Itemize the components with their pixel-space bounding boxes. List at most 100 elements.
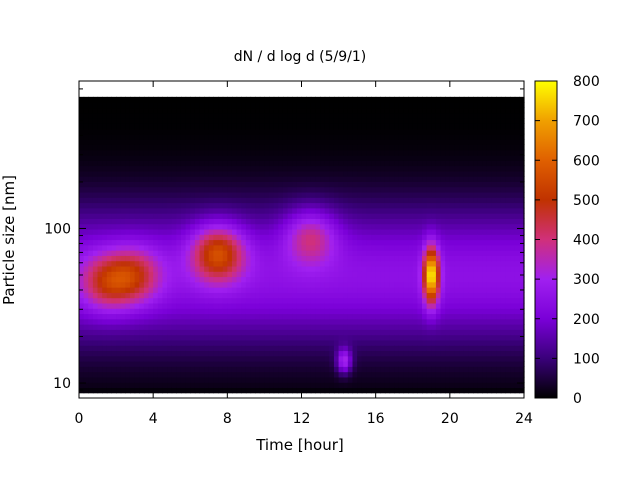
heatmap-cell <box>431 96 437 103</box>
heatmap-cell <box>218 123 224 130</box>
heatmap-cell <box>129 276 136 283</box>
heatmap-cell <box>282 297 289 304</box>
heatmap-cell <box>231 128 238 135</box>
heatmap-cell <box>102 170 108 177</box>
heatmap-cell <box>463 202 469 209</box>
heatmap-cell <box>79 102 85 109</box>
heatmap-cell <box>306 376 312 383</box>
heatmap-cell <box>384 292 391 299</box>
heatmap-cell <box>403 376 409 383</box>
heatmap-cell <box>287 154 293 161</box>
heatmap-cell <box>97 170 103 177</box>
heatmap-cell <box>143 382 150 389</box>
heatmap-cell <box>139 371 145 378</box>
heatmap-cell <box>125 139 131 145</box>
heatmap-cell <box>264 302 270 309</box>
heatmap-cell <box>394 244 400 251</box>
heatmap-cell <box>125 144 131 151</box>
heatmap-cell <box>88 287 94 293</box>
heatmap-cell <box>301 133 307 140</box>
heatmap-cell <box>213 255 219 262</box>
heatmap-cell <box>213 191 219 198</box>
heatmap-cell <box>148 355 154 362</box>
heatmap-cell <box>431 366 437 373</box>
heatmap-cell <box>310 228 317 235</box>
heatmap-cell <box>426 202 432 209</box>
heatmap-cell <box>176 260 182 267</box>
heatmap-cell <box>292 202 298 209</box>
heatmap-cell <box>380 361 386 367</box>
heatmap-cell <box>459 202 465 209</box>
heatmap-cell <box>102 102 108 109</box>
heatmap-cell <box>125 186 131 193</box>
heatmap-cell <box>97 255 103 262</box>
heatmap-cell <box>454 271 460 278</box>
heatmap-cell <box>445 112 451 119</box>
heatmap-cell <box>97 382 103 389</box>
heatmap-cell <box>79 371 85 378</box>
heatmap-cell <box>241 202 247 209</box>
heatmap-cell <box>366 244 372 251</box>
heatmap-cell <box>310 218 317 225</box>
heatmap-cell <box>473 133 479 140</box>
heatmap-cell <box>380 318 386 325</box>
heatmap-cell <box>310 234 317 241</box>
heatmap-cell <box>333 154 340 161</box>
heatmap-cell <box>366 276 372 283</box>
heatmap-cell <box>88 218 94 225</box>
heatmap-cell <box>143 355 150 362</box>
heatmap-cell <box>199 149 205 156</box>
heatmap-cell <box>83 139 89 145</box>
heatmap-cell <box>333 181 340 188</box>
heatmap-cell <box>426 355 432 362</box>
heatmap-cell <box>282 165 289 172</box>
heatmap-cell <box>292 366 298 373</box>
heatmap-cell <box>324 202 330 209</box>
heatmap-cell <box>324 255 330 262</box>
heatmap-cell <box>83 128 89 135</box>
heatmap-cell <box>426 387 432 394</box>
heatmap-cell <box>125 176 131 182</box>
heatmap-cell <box>106 350 113 357</box>
heatmap-cell <box>162 181 168 188</box>
heatmap-cell <box>231 345 238 352</box>
heatmap-cell <box>347 223 354 230</box>
heatmap-cell <box>338 376 344 383</box>
heatmap-cell <box>468 133 474 140</box>
heatmap-cell <box>241 339 247 346</box>
heatmap-cell <box>435 223 442 230</box>
heatmap-cell <box>190 239 196 246</box>
heatmap-cell <box>329 149 335 156</box>
heatmap-cell <box>185 292 191 299</box>
heatmap-cell <box>102 361 108 367</box>
heatmap-cell <box>92 297 99 304</box>
heatmap-cell <box>83 382 89 389</box>
heatmap-cell <box>449 133 456 140</box>
heatmap-cell <box>106 371 113 378</box>
heatmap-cell <box>431 128 437 135</box>
heatmap-cell <box>222 297 228 304</box>
heatmap-cell <box>473 239 479 246</box>
heatmap-cell <box>292 128 298 135</box>
heatmap-cell <box>408 165 414 172</box>
heatmap-cell <box>296 382 303 389</box>
heatmap-cell <box>463 281 469 288</box>
heatmap-cell <box>185 170 191 177</box>
heatmap-cell <box>190 250 196 256</box>
heatmap-cell <box>361 313 367 320</box>
heatmap-cell <box>231 329 238 336</box>
heatmap-cell <box>449 366 456 373</box>
heatmap-cell <box>324 339 330 346</box>
heatmap-cell <box>116 181 122 188</box>
heatmap-cell <box>417 350 423 357</box>
heatmap-cell <box>125 355 131 362</box>
heatmap-cell <box>92 234 99 241</box>
heatmap-cell <box>445 128 451 135</box>
heatmap-cell <box>185 96 191 103</box>
heatmap-cell <box>361 339 367 346</box>
heatmap-cell <box>375 308 381 315</box>
heatmap-cell <box>185 133 191 140</box>
heatmap-cell <box>176 387 182 394</box>
heatmap-cell <box>222 371 228 378</box>
heatmap-cell <box>398 186 405 193</box>
